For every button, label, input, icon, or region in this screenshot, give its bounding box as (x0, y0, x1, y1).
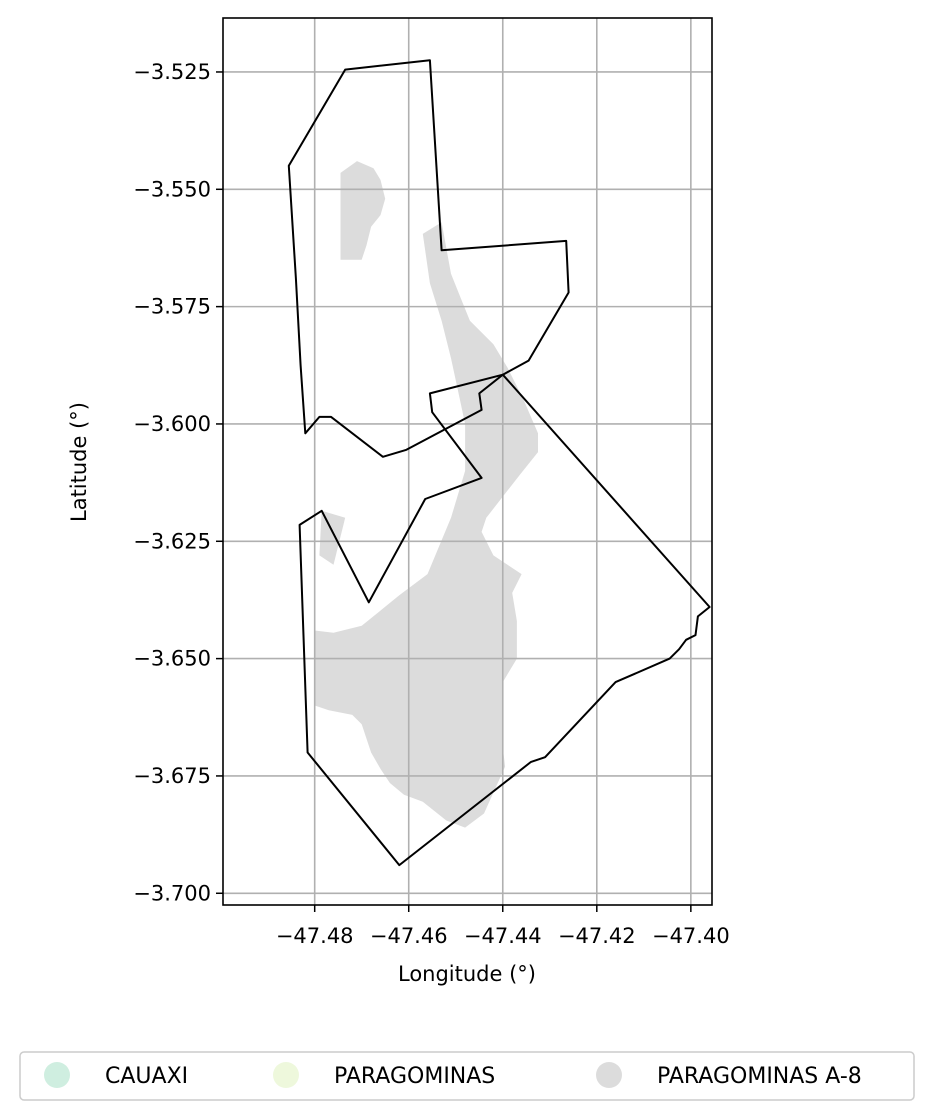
map-plot-area (222, 17, 713, 906)
legend-frame (19, 1051, 915, 1101)
property-boundaries (287, 59, 711, 867)
boundary-south-parcel (298, 373, 711, 867)
legend-marker (273, 1062, 299, 1088)
axes-frame (222, 17, 713, 906)
legend: CAUAXI PARAGOMINAS PARAGOMINAS A-8 (19, 1051, 915, 1101)
x-tick-label: −47.48 (276, 924, 354, 948)
y-tick-label: −3.550 (133, 177, 211, 201)
y-tick-label: −3.700 (133, 881, 211, 905)
land-cover-layer (314, 161, 538, 828)
y-tick-label: −3.625 (133, 529, 211, 553)
boundary-north-parcel (287, 59, 570, 458)
land-cover-region-3 (319, 510, 346, 565)
x-tick-label: −47.40 (652, 924, 730, 948)
land-cover-region-2 (314, 222, 538, 828)
axis-ticks: −47.48 −47.46 −47.44 −47.42 −47.40 −3.525 −3.5… (133, 60, 729, 948)
y-tick-label: −3.675 (133, 764, 211, 788)
legend-label: PARAGOMINAS (334, 1064, 495, 1089)
x-tick-label: −47.42 (558, 924, 636, 948)
x-tick-label: −47.46 (370, 924, 448, 948)
y-tick-label: −3.600 (133, 412, 211, 436)
legend-label: CAUAXI (105, 1064, 188, 1089)
x-axis-label: Longitude (°) (398, 962, 536, 986)
y-tick-label: −3.525 (133, 60, 211, 84)
legend-marker (596, 1062, 622, 1088)
legend-label: PARAGOMINAS A-8 (657, 1064, 862, 1089)
y-tick-label: −3.650 (133, 647, 211, 671)
x-tick-label: −47.44 (464, 924, 542, 948)
land-cover-region-1 (340, 161, 386, 260)
y-axis-label: Latitude (°) (67, 402, 91, 522)
legend-marker (44, 1062, 70, 1088)
y-tick-label: −3.575 (133, 295, 211, 319)
